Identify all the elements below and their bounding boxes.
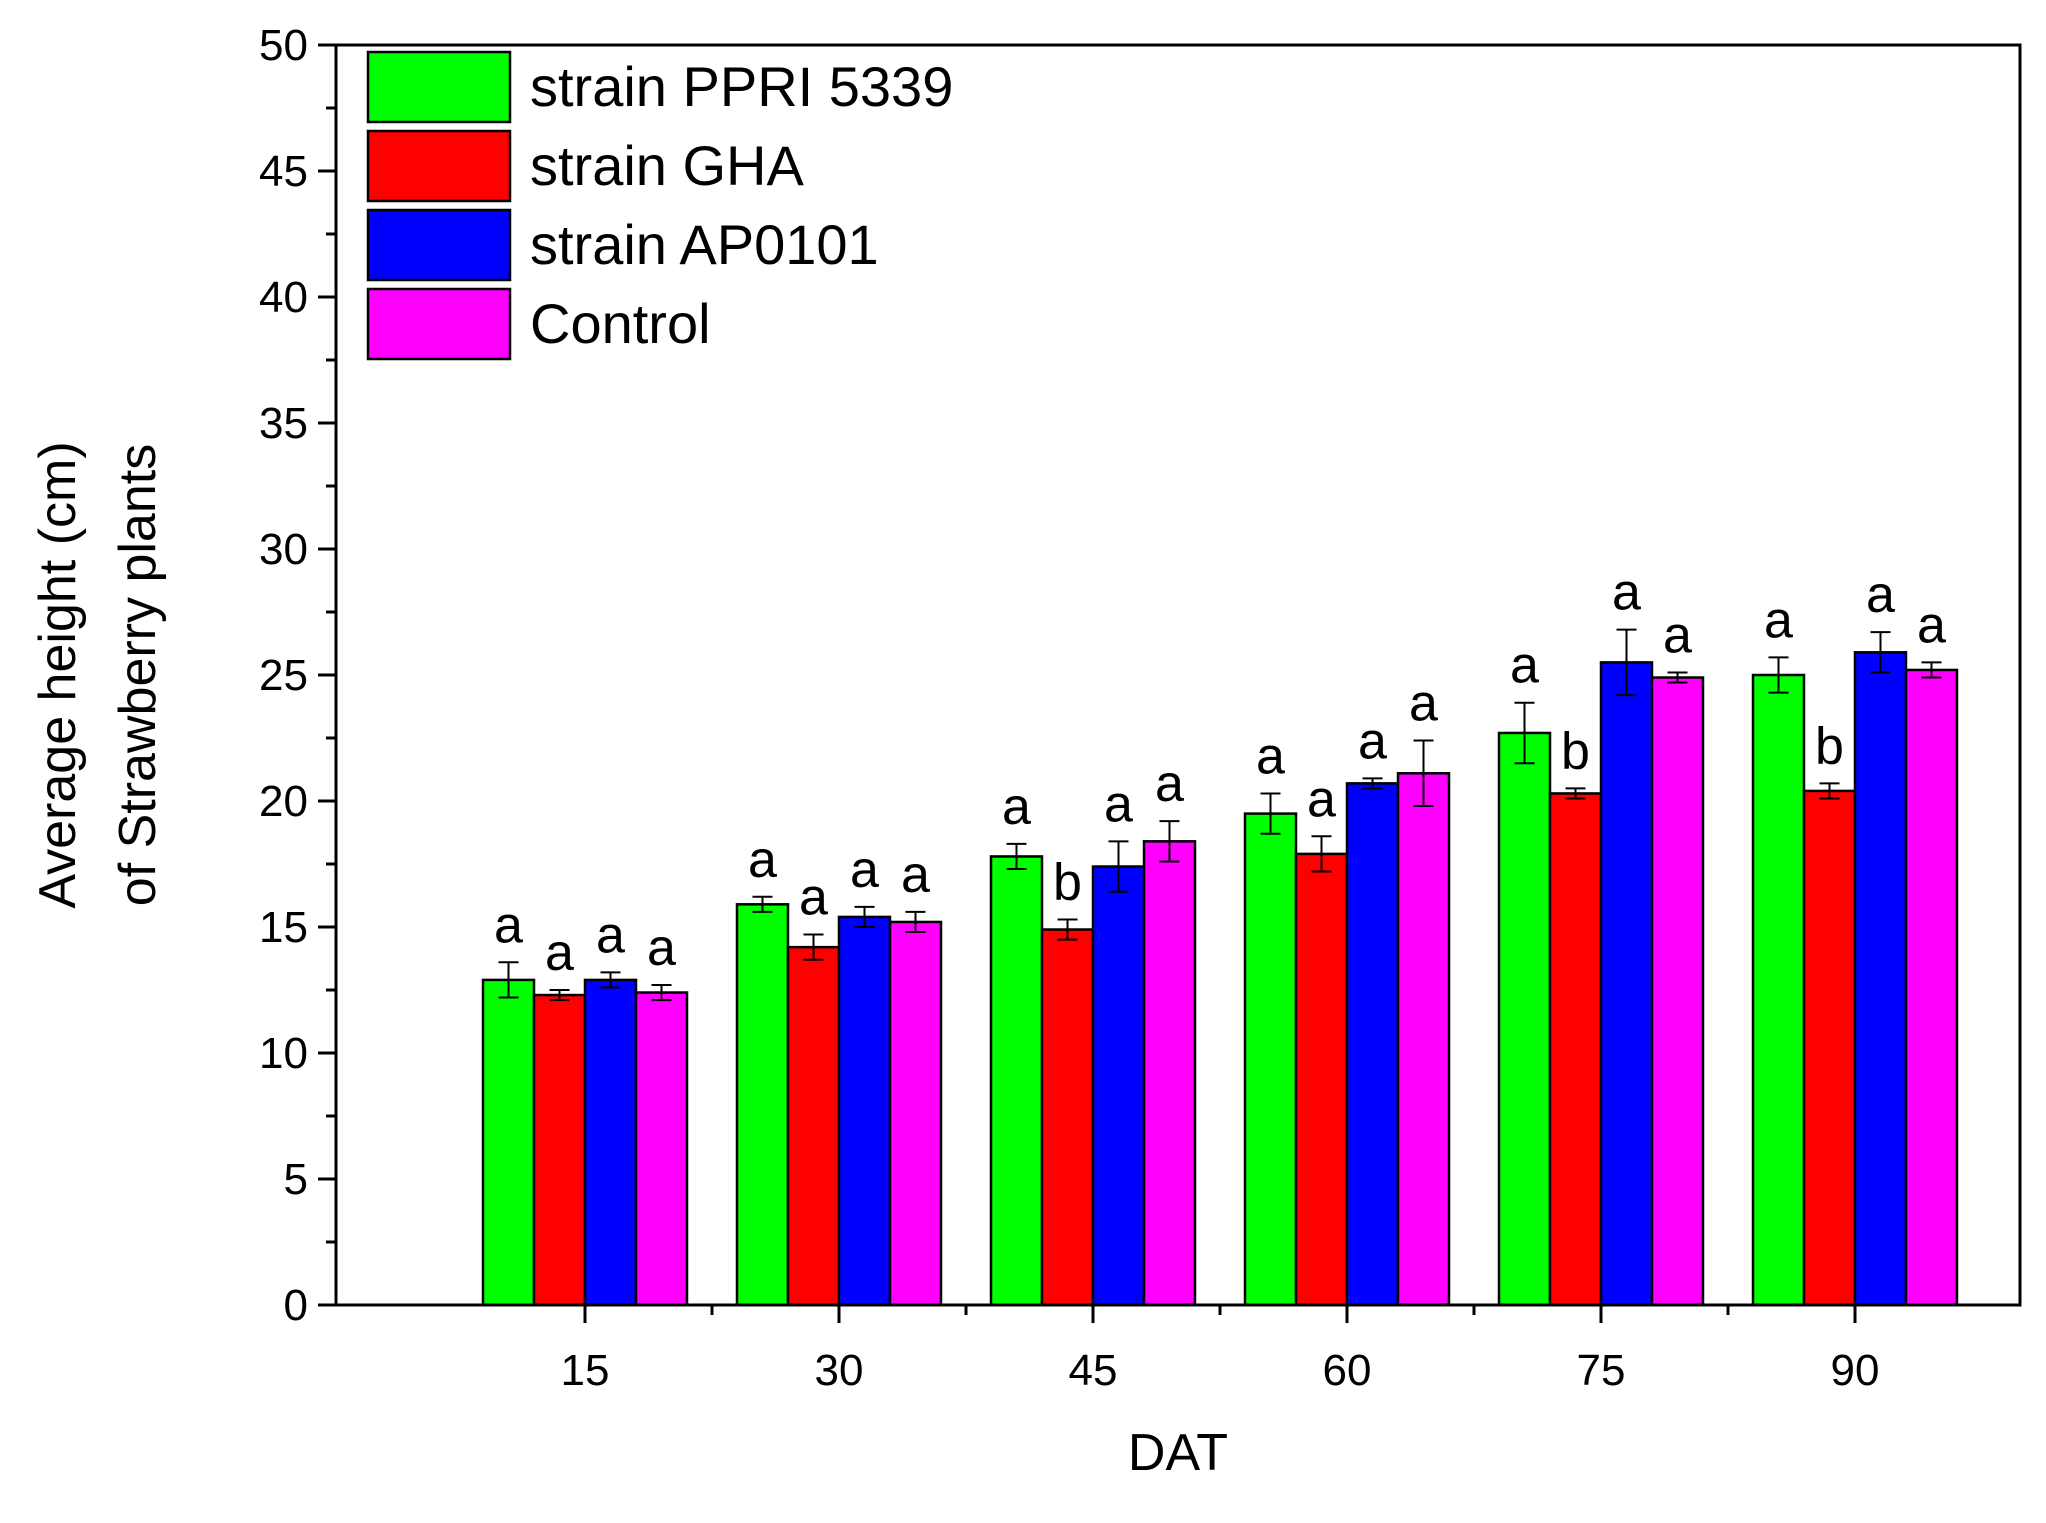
bar (735, 903, 790, 1307)
y-tick-label: 30 (259, 525, 308, 574)
y-axis-title-line1: Average height (cm) (29, 441, 87, 908)
significance-letter: a (545, 924, 574, 982)
significance-letter: a (850, 841, 879, 899)
legend-label: strain PPRI 5339 (530, 55, 953, 118)
bar (634, 991, 689, 1307)
y-tick-label: 5 (284, 1155, 308, 1204)
x-axis-ticks: 15 30 45 60 75 90 (561, 1305, 1880, 1395)
significance-letter: a (1663, 606, 1692, 664)
significance-letter: a (1002, 778, 1031, 836)
y-tick-label: 0 (284, 1281, 308, 1330)
significance-letter: a (596, 906, 625, 964)
y-tick-label: 45 (259, 147, 308, 196)
legend-label: strain AP0101 (530, 213, 879, 276)
significance-letter: a (748, 831, 777, 889)
bar (583, 978, 638, 1307)
bar (989, 855, 1044, 1307)
significance-letter: b (1815, 717, 1844, 775)
x-tick-label: 15 (561, 1346, 610, 1395)
y-tick-label: 35 (259, 399, 308, 448)
plot-frame (334, 43, 2022, 1307)
bar (1497, 731, 1552, 1307)
x-axis-title: DAT (1128, 1424, 1228, 1482)
legend-swatch (366, 129, 512, 203)
y-axis-title-group: Average height (cm) of Strawberry plants (29, 441, 167, 908)
significance-letter: a (1358, 712, 1387, 770)
bar-series-group (481, 651, 1959, 1307)
x-tick-label: 45 (1069, 1346, 1118, 1395)
significance-letter: a (1510, 637, 1539, 695)
significance-letter: a (1866, 566, 1895, 624)
y-tick-label: 25 (259, 651, 308, 700)
x-tick-label: 30 (815, 1346, 864, 1395)
bar (481, 978, 536, 1307)
significance-letter: b (1053, 853, 1082, 911)
legend-swatch (366, 287, 512, 361)
significance-letter: a (901, 846, 930, 904)
bar (1548, 792, 1603, 1307)
y-tick-label: 10 (259, 1029, 308, 1078)
bar (1599, 661, 1654, 1307)
x-tick-label: 75 (1577, 1346, 1626, 1395)
legend-swatch (366, 208, 512, 282)
error-bars-group (498, 628, 1942, 1002)
significance-letter: a (1104, 775, 1133, 833)
bar (1142, 840, 1197, 1307)
y-tick-label: 40 (259, 273, 308, 322)
significance-letter: a (1409, 675, 1438, 733)
bar (1650, 676, 1705, 1307)
legend-swatch (366, 50, 512, 124)
y-axis-title-line2: of Strawberry plants (109, 444, 167, 906)
significance-letter: b (1561, 722, 1590, 780)
x-tick-label: 90 (1831, 1346, 1880, 1395)
significance-letter: a (1764, 591, 1793, 649)
bar (1294, 852, 1349, 1307)
significance-letter: a (1307, 770, 1336, 828)
bar (532, 993, 587, 1307)
bar (837, 915, 892, 1307)
bar (1853, 651, 1908, 1307)
bar (1751, 673, 1806, 1307)
significance-letter: a (1155, 755, 1184, 813)
y-axis-ticks: 0 5 10 15 20 25 30 35 40 45 50 (259, 21, 336, 1330)
bar (1243, 812, 1298, 1307)
bar (1040, 928, 1095, 1307)
x-tick-label: 60 (1323, 1346, 1372, 1395)
significance-letter: a (647, 919, 676, 977)
significance-letter: a (494, 896, 523, 954)
legend-label: strain GHA (530, 134, 804, 197)
bar (1345, 782, 1400, 1307)
legend-label: Control (530, 292, 711, 355)
bar (1904, 668, 1959, 1307)
legend: strain PPRI 5339 strain GHA strain AP0101 C… (366, 50, 953, 361)
significance-letter: a (1256, 727, 1285, 785)
y-tick-label: 50 (259, 21, 308, 70)
bar (1396, 772, 1451, 1307)
significance-letter: a (1612, 564, 1641, 622)
y-tick-label: 15 (259, 903, 308, 952)
bar (1091, 865, 1146, 1307)
significance-letter: a (1917, 596, 1946, 654)
significance-letter: a (799, 869, 828, 927)
bar (786, 945, 841, 1307)
bar (888, 920, 943, 1307)
bar (1802, 789, 1857, 1307)
y-tick-label: 20 (259, 777, 308, 826)
